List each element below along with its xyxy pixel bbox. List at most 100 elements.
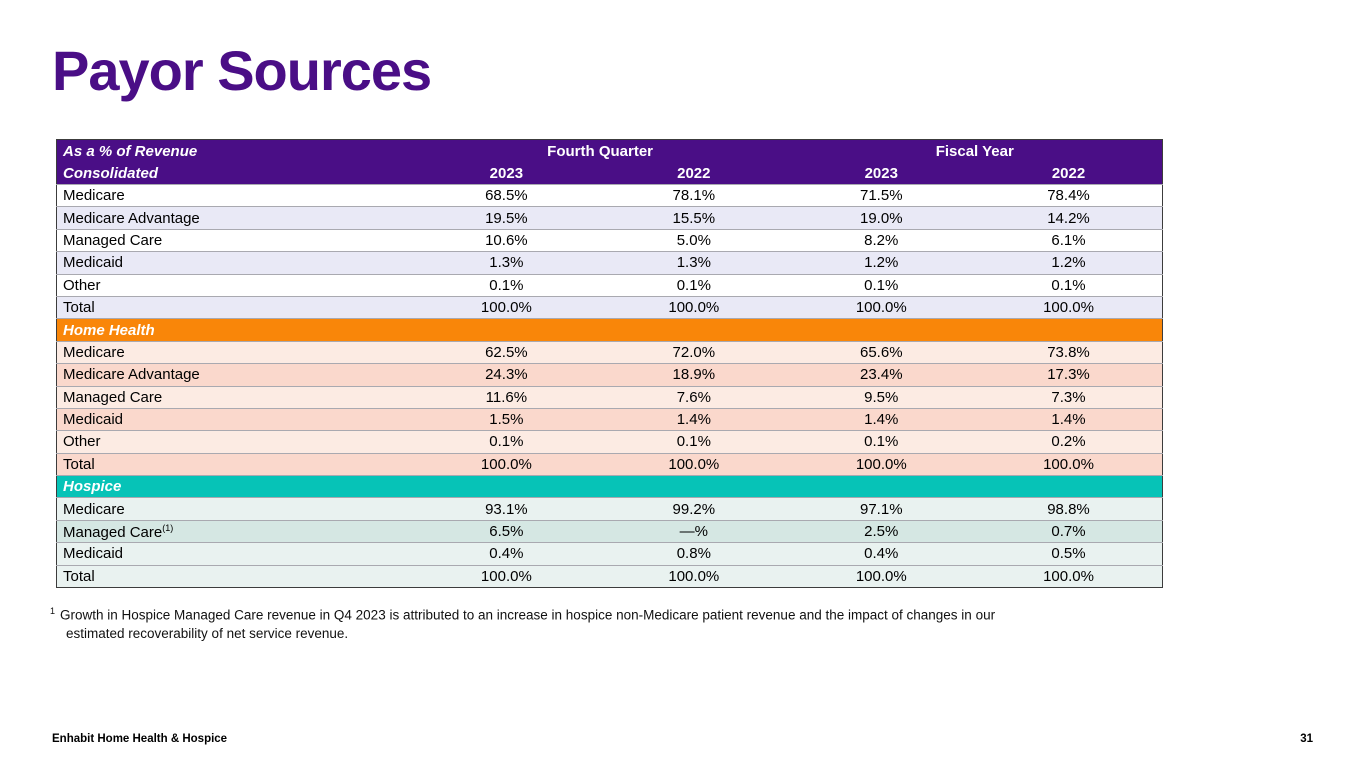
cell-value: 7.6% bbox=[600, 385, 788, 409]
payor-sources-table: As a % of Revenue Fourth Quarter Fiscal … bbox=[56, 139, 1163, 589]
cell-value: 1.5% bbox=[412, 407, 601, 431]
cell-value: 65.6% bbox=[787, 340, 975, 364]
table-row: Other 0.1% 0.1% 0.1% 0.1% bbox=[56, 273, 1163, 297]
cell-value: 19.0% bbox=[787, 206, 975, 230]
cell-value: 6.1% bbox=[975, 228, 1163, 252]
cell-value: 1.4% bbox=[975, 407, 1163, 431]
row-label-text: Medicare bbox=[63, 343, 125, 361]
table-row: Medicaid 1.5% 1.4% 1.4% 1.4% bbox=[56, 407, 1163, 431]
row-label-text: Total bbox=[63, 299, 95, 317]
row-label: Medicaid bbox=[56, 542, 413, 566]
year-header-fy-2023: 2023 bbox=[787, 162, 975, 185]
cell-value: 14.2% bbox=[975, 206, 1163, 230]
cell-value: 71.5% bbox=[787, 183, 975, 207]
table-body: Medicare 68.5% 78.1% 71.5% 78.4% Medicare Adv… bbox=[56, 183, 1163, 588]
row-label-text: Medicare bbox=[63, 187, 125, 205]
cell-value: 99.2% bbox=[600, 497, 788, 521]
cell-value: 24.3% bbox=[412, 363, 601, 387]
cell-value: 2.5% bbox=[787, 519, 975, 543]
column-group-fourth-quarter: Fourth Quarter bbox=[412, 139, 788, 162]
row-label: Managed Care(1) bbox=[56, 519, 413, 543]
row-label: Total bbox=[56, 295, 413, 319]
cell-value: 17.3% bbox=[975, 363, 1163, 387]
cell-value: 100.0% bbox=[975, 295, 1163, 319]
cell-value: 8.2% bbox=[787, 228, 975, 252]
row-label-text: Total bbox=[63, 455, 95, 473]
row-label-text: Other bbox=[63, 433, 101, 451]
footnote-marker: 1 bbox=[50, 606, 56, 616]
section-label-consolidated: Consolidated bbox=[56, 162, 413, 185]
row-label: Medicare bbox=[56, 497, 413, 521]
cell-value: 0.7% bbox=[975, 519, 1163, 543]
row-label-text: Medicaid bbox=[63, 545, 124, 563]
table-row: Medicare Advantage 19.5% 15.5% 19.0% 14.2% bbox=[56, 206, 1163, 230]
row-label: Medicare Advantage bbox=[56, 206, 413, 230]
section-band-hospice: Hospice bbox=[56, 475, 1163, 498]
footnote-text: Growth in Hospice Managed Care revenue i… bbox=[60, 607, 996, 641]
header-row-groups: As a % of Revenue Fourth Quarter Fiscal … bbox=[56, 139, 1163, 162]
table-row: Managed Care 11.6% 7.6% 9.5% 7.3% bbox=[56, 385, 1163, 409]
cell-value: 100.0% bbox=[600, 452, 788, 476]
footnote-reference: (1) bbox=[162, 522, 174, 533]
row-label-text: Other bbox=[63, 276, 101, 294]
cell-value: 68.5% bbox=[412, 183, 601, 207]
row-label: Other bbox=[56, 430, 413, 454]
cell-value: 73.8% bbox=[975, 340, 1163, 364]
column-group-fiscal-year: Fiscal Year bbox=[787, 139, 1163, 162]
cell-value: 0.2% bbox=[975, 430, 1163, 454]
row-label-text: Medicare Advantage bbox=[63, 209, 200, 227]
cell-value: 0.1% bbox=[787, 273, 975, 297]
cell-value: 100.0% bbox=[975, 564, 1163, 588]
cell-value: 0.1% bbox=[412, 273, 601, 297]
cell-value: 11.6% bbox=[412, 385, 601, 409]
cell-value: 0.5% bbox=[975, 542, 1163, 566]
cell-value: 0.1% bbox=[412, 430, 601, 454]
row-label-text: Medicare bbox=[63, 500, 125, 518]
cell-value: 97.1% bbox=[787, 497, 975, 521]
cell-value: 1.4% bbox=[787, 407, 975, 431]
row-label: Managed Care bbox=[56, 385, 413, 409]
cell-value: 98.8% bbox=[975, 497, 1163, 521]
cell-value: 5.0% bbox=[600, 228, 788, 252]
cell-value: 100.0% bbox=[412, 564, 601, 588]
table-row: Medicaid 0.4% 0.8% 0.4% 0.5% bbox=[56, 542, 1163, 566]
row-label: Medicaid bbox=[56, 251, 413, 275]
cell-value: 93.1% bbox=[412, 497, 601, 521]
cell-value: 7.3% bbox=[975, 385, 1163, 409]
corner-label-revenue: As a % of Revenue bbox=[56, 139, 413, 162]
cell-value: 23.4% bbox=[787, 363, 975, 387]
table-header: As a % of Revenue Fourth Quarter Fiscal … bbox=[56, 139, 1163, 185]
table-row: Medicare Advantage 24.3% 18.9% 23.4% 17.3% bbox=[56, 363, 1163, 387]
cell-value: 1.3% bbox=[412, 251, 601, 275]
cell-value: 100.0% bbox=[975, 452, 1163, 476]
row-label: Other bbox=[56, 273, 413, 297]
cell-value: 0.1% bbox=[600, 273, 788, 297]
row-label: Medicare Advantage bbox=[56, 363, 413, 387]
page-number: 31 bbox=[1300, 733, 1313, 745]
cell-value: 100.0% bbox=[600, 295, 788, 319]
cell-value: 9.5% bbox=[787, 385, 975, 409]
cell-value: 0.4% bbox=[787, 542, 975, 566]
cell-value: 100.0% bbox=[412, 295, 601, 319]
table-row: Total 100.0% 100.0% 100.0% 100.0% bbox=[56, 295, 1163, 319]
section-band-home-health: Home Health bbox=[56, 318, 1163, 342]
row-label-text: Managed Care bbox=[63, 231, 163, 249]
cell-value: 1.2% bbox=[975, 251, 1163, 275]
section-header-hospice: Hospice bbox=[56, 475, 1163, 498]
row-label-text: Medicaid bbox=[63, 254, 124, 272]
year-header-q4-2022: 2022 bbox=[600, 162, 788, 185]
table-row: Managed Care(1) 6.5% —% 2.5% 0.7% bbox=[56, 519, 1163, 543]
cell-value: 1.2% bbox=[787, 251, 975, 275]
cell-value: 100.0% bbox=[600, 564, 788, 588]
cell-value: 78.1% bbox=[600, 183, 788, 207]
cell-value: 19.5% bbox=[412, 206, 601, 230]
table-row: Medicare 68.5% 78.1% 71.5% 78.4% bbox=[56, 183, 1163, 207]
cell-value: 100.0% bbox=[412, 452, 601, 476]
page-title: Payor Sources bbox=[52, 39, 432, 102]
cell-value: 0.1% bbox=[600, 430, 788, 454]
row-label-text: Managed Care bbox=[63, 523, 163, 541]
table-row: Other 0.1% 0.1% 0.1% 0.2% bbox=[56, 430, 1163, 454]
cell-value: 0.1% bbox=[975, 273, 1163, 297]
table-row: Total 100.0% 100.0% 100.0% 100.0% bbox=[56, 452, 1163, 476]
cell-value: 100.0% bbox=[787, 564, 975, 588]
